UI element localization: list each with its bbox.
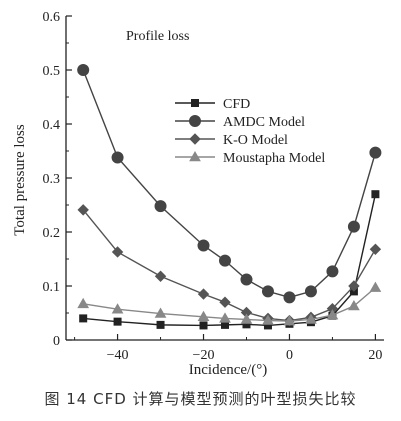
- data-point: [348, 280, 360, 292]
- data-point: [261, 285, 274, 298]
- data-point: [326, 265, 339, 278]
- data-point: [111, 246, 124, 258]
- series-line: [83, 194, 377, 327]
- legend-marker: [191, 99, 199, 107]
- legend-marker: [189, 115, 201, 127]
- data-point: [197, 288, 210, 300]
- series-triangle: [77, 281, 382, 326]
- data-point: [197, 239, 210, 252]
- data-point: [154, 270, 167, 282]
- legend-marker: [189, 133, 201, 145]
- data-point: [199, 321, 208, 330]
- data-point: [347, 220, 360, 233]
- data-point: [240, 313, 253, 324]
- data-point: [283, 291, 296, 304]
- y-tick-label: 0.2: [43, 226, 61, 241]
- data-point: [262, 314, 274, 325]
- data-point: [326, 309, 339, 320]
- y-tick-label: 0: [53, 334, 60, 349]
- data-point: [348, 299, 360, 311]
- figure-caption: 图 14 CFD 计算与模型预测的叶型损失比较: [44, 390, 357, 408]
- y-tick-label: 0.6: [43, 10, 61, 25]
- legend-label: CFD: [223, 97, 250, 112]
- series-line: [82, 69, 377, 299]
- data-point: [154, 200, 167, 213]
- x-tick-label: 20: [368, 348, 382, 363]
- series-circle: [77, 64, 382, 304]
- x-axis-label: Incidence/(°): [189, 362, 267, 378]
- y-axis-label: Total pressure loss: [12, 124, 28, 236]
- data-point: [111, 151, 124, 164]
- y-tick-label: 0.5: [43, 64, 61, 79]
- legend-label: K-O Model: [223, 133, 288, 148]
- data-point: [77, 204, 89, 216]
- data-point: [369, 146, 382, 159]
- data-point: [369, 281, 382, 292]
- y-tick-label: 0.4: [43, 118, 61, 133]
- x-tick-label: −40: [107, 348, 129, 363]
- data-point: [77, 64, 90, 76]
- data-point: [305, 313, 317, 324]
- data-point: [113, 317, 122, 326]
- series-group: [77, 64, 382, 330]
- data-point: [111, 303, 124, 314]
- data-point: [369, 243, 382, 255]
- tick-group: 0 0.1 0.2 0.3 0.4 0.5 0.6 −40 −20 0 20: [43, 10, 383, 363]
- data-point: [219, 254, 231, 267]
- axes-frame: [65, 16, 384, 341]
- legend: CFD AMDC Model K-O Model Moustapha Model: [175, 97, 325, 166]
- y-tick-label: 0.1: [43, 280, 61, 295]
- data-point: [219, 312, 231, 323]
- data-point: [371, 190, 380, 199]
- x-tick-label: 0: [286, 348, 293, 363]
- series-line: [82, 209, 377, 322]
- data-point: [304, 285, 317, 298]
- data-point: [156, 320, 165, 329]
- series-line: [83, 287, 376, 322]
- data-point: [219, 296, 231, 308]
- data-point: [79, 314, 88, 323]
- data-point: [197, 310, 210, 322]
- legend-marker: [189, 150, 201, 162]
- data-point: [240, 273, 253, 286]
- y-tick-label: 0.3: [43, 172, 61, 187]
- data-point: [77, 297, 90, 309]
- data-point: [154, 307, 167, 318]
- data-point: [283, 315, 296, 326]
- chart-annotation: Profile loss: [126, 29, 189, 44]
- legend-label: Moustapha Model: [223, 151, 325, 166]
- x-tick-label: −20: [193, 348, 215, 363]
- legend-label: AMDC Model: [223, 115, 305, 130]
